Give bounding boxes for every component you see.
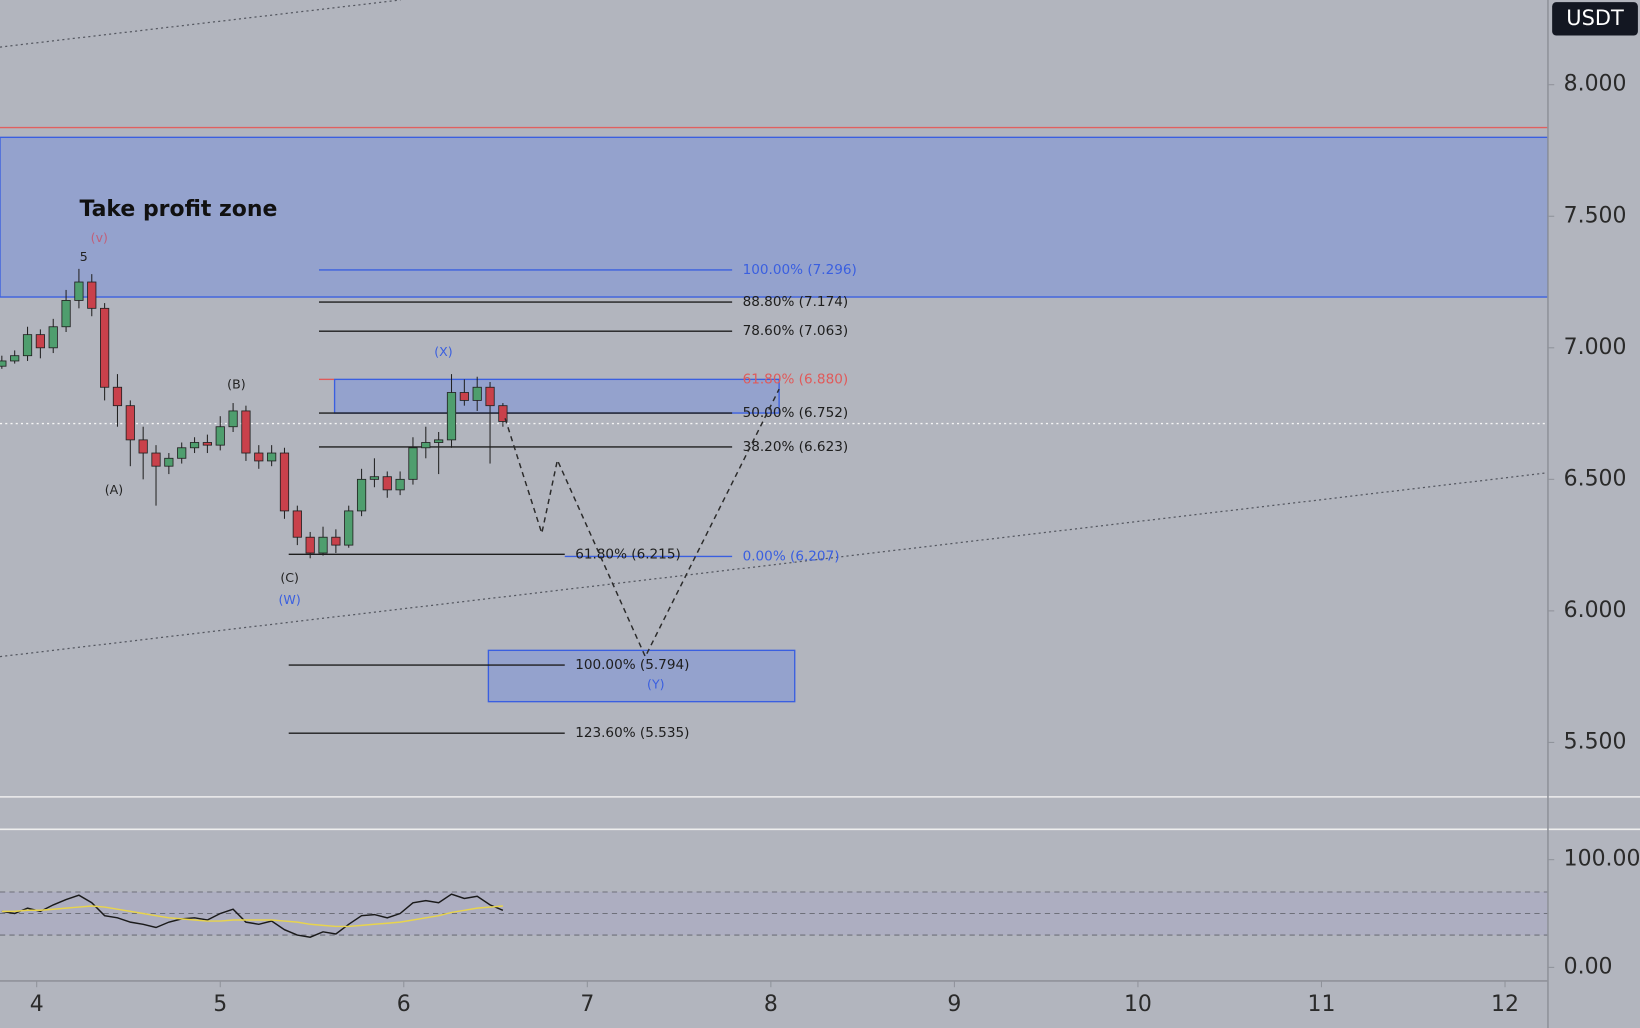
x-tick-label: 11 (1308, 992, 1336, 1017)
candle-body (87, 281, 97, 309)
candle-body (228, 410, 238, 428)
y-tick-label: 8.000 (1564, 72, 1627, 97)
candle-body (215, 426, 225, 446)
price-pane: 100.00% (7.296) 88.80% (7.174) 78.60% (7.0… (0, 0, 1548, 741)
fib-label: 50.00% (6.752) (743, 405, 849, 421)
candle-body (331, 536, 341, 546)
wave-label: (B) (227, 376, 245, 391)
zone (487, 649, 796, 703)
candle-body (100, 307, 110, 388)
candle-body (485, 386, 495, 407)
candle-body (125, 405, 135, 441)
candle-body (446, 392, 457, 441)
candle-body (369, 476, 380, 480)
candle-body (395, 478, 405, 491)
fib-label: 78.60% (7.063) (743, 323, 849, 339)
x-tick-label: 8 (764, 992, 778, 1017)
rsi-tick-label: 100.00 (1564, 847, 1640, 872)
candle-body (408, 447, 418, 480)
y-tick-label: 7.000 (1564, 335, 1627, 360)
candle-body (241, 410, 251, 454)
candle-body (112, 386, 123, 407)
y-tick-label: 7.500 (1564, 203, 1627, 228)
wave-label: 5 (80, 249, 88, 264)
currency-badge (1552, 2, 1638, 36)
candle-body (434, 439, 444, 443)
wave-label: (A) (105, 482, 123, 497)
trend-line (0, 472, 1548, 658)
candle-body (318, 536, 328, 554)
rsi-pane (0, 891, 1548, 938)
wave-label: (v) (91, 230, 108, 245)
rsi-line (1, 905, 503, 928)
x-tick-label: 12 (1491, 992, 1519, 1017)
zone (333, 378, 780, 414)
x-tick-label: 5 (213, 992, 227, 1017)
candle-body (267, 452, 277, 462)
rsi-line (1, 893, 504, 938)
x-tick-label: 6 (397, 992, 411, 1017)
candle-body (164, 457, 174, 467)
candle-body (0, 360, 7, 367)
candle-body (74, 281, 84, 301)
fib-label: 88.80% (7.174) (743, 294, 849, 310)
x-tick-label: 4 (30, 992, 44, 1017)
candle-body (48, 326, 58, 349)
candle-body (35, 334, 45, 349)
zone-title: Take profit zone (79, 197, 277, 222)
fib-label: 100.00% (5.794) (575, 657, 689, 673)
candle-body (22, 334, 33, 357)
trend-line (0, 0, 401, 48)
wave-label: (W) (279, 592, 301, 607)
candle-body (177, 447, 187, 459)
candle-body (305, 536, 315, 554)
y-tick-label: 5.500 (1564, 729, 1627, 754)
fib-label: 123.60% (5.535) (575, 725, 689, 741)
candle-body (138, 439, 148, 454)
fib-label: 0.00% (6.207) (743, 548, 840, 564)
fib-label: 38.20% (6.623) (743, 439, 849, 455)
wave-label: (Y) (647, 676, 664, 691)
candle-body (61, 300, 71, 328)
x-tick-label: 7 (580, 992, 594, 1017)
wave-label: (X) (434, 344, 452, 359)
projection-path (504, 388, 780, 659)
fib-label: 61.80% (6.880) (743, 371, 849, 387)
wave-label: (C) (280, 570, 299, 585)
x-tick-label: 10 (1124, 992, 1152, 1017)
zone (0, 136, 1548, 298)
candle-body (10, 355, 20, 362)
x-tick-label: 9 (947, 992, 961, 1017)
fib-label: 61.80% (6.215) (575, 546, 681, 562)
candle-body (292, 510, 302, 538)
candle-body (202, 442, 212, 446)
candle-body (382, 476, 392, 491)
currency-label: USDT (1566, 6, 1624, 30)
candle-body (344, 510, 354, 546)
candle-body (421, 442, 431, 449)
fib-label: 100.00% (7.296) (743, 262, 857, 278)
candle-body (151, 452, 161, 467)
y-tick-label: 6.000 (1564, 598, 1627, 623)
candle-body (459, 392, 469, 401)
candle-body (279, 452, 290, 512)
y-tick-label: 6.500 (1564, 466, 1627, 491)
candle-body (498, 405, 508, 422)
candle-body (189, 442, 200, 449)
candle-body (472, 386, 482, 401)
candle-body (254, 452, 264, 462)
candle-body (356, 478, 367, 512)
rsi-tick-label: 0.00 (1564, 954, 1613, 979)
